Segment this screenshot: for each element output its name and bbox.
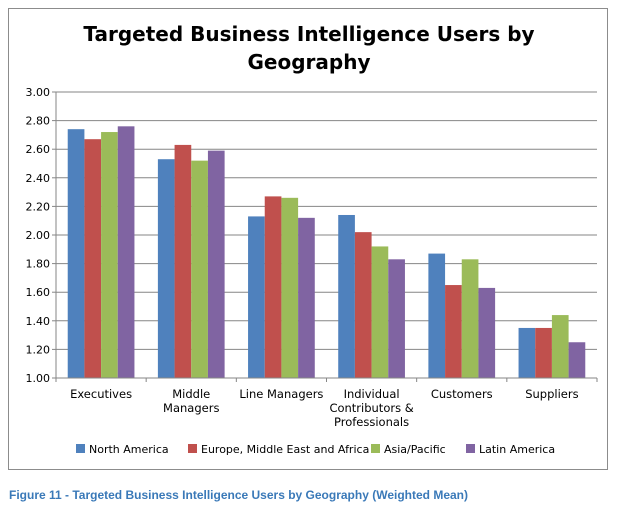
legend-swatch bbox=[466, 444, 475, 453]
x-category-label: Contributors & bbox=[329, 401, 413, 415]
y-tick-label: 1.20 bbox=[26, 343, 51, 356]
legend-swatch bbox=[371, 444, 380, 453]
bar bbox=[207, 150, 225, 378]
bar bbox=[298, 217, 315, 378]
figure-caption: Figure 11 - Targeted Business Intelligen… bbox=[9, 488, 468, 502]
chart-title-line: Targeted Business Intelligence Users by bbox=[83, 22, 534, 46]
chart-frame: Targeted Business Intelligence Users by G… bbox=[8, 8, 608, 470]
bar bbox=[551, 315, 569, 378]
y-tick-label: 1.40 bbox=[26, 315, 51, 328]
x-category-label: Individual bbox=[344, 387, 400, 401]
bar bbox=[461, 259, 479, 378]
y-tick-label: 2.40 bbox=[26, 172, 51, 185]
y-tick-label: 2.20 bbox=[26, 200, 51, 213]
y-tick-label: 1.60 bbox=[26, 286, 51, 299]
x-category-label: Professionals bbox=[334, 415, 409, 429]
y-tick-label: 3.00 bbox=[26, 86, 51, 99]
bar bbox=[518, 327, 536, 378]
bar bbox=[338, 214, 355, 378]
legend-swatch bbox=[188, 444, 197, 453]
legend-swatch bbox=[76, 444, 85, 453]
legend-label: Latin America bbox=[479, 443, 555, 456]
x-category-label: Customers bbox=[431, 387, 493, 401]
x-category-label: Line Managers bbox=[239, 387, 323, 401]
bar bbox=[67, 129, 85, 378]
x-category-label: Executives bbox=[70, 387, 132, 401]
bar bbox=[354, 232, 372, 378]
legend: North America Europe, Middle East and Afr… bbox=[76, 443, 555, 456]
y-tick-label: 1.80 bbox=[26, 258, 51, 271]
bar bbox=[264, 196, 282, 378]
bar bbox=[568, 342, 586, 378]
bar bbox=[445, 285, 462, 378]
x-category-label: Suppliers bbox=[525, 387, 578, 401]
bars bbox=[67, 126, 586, 378]
legend-label: Asia/Pacific bbox=[384, 443, 446, 456]
bar bbox=[428, 253, 446, 378]
bar bbox=[101, 132, 118, 378]
bar bbox=[535, 327, 552, 378]
bar-chart: Targeted Business Intelligence Users by G… bbox=[26, 22, 598, 456]
y-axis-ticks: 1.00 1.20 1.40 1.60 1.80 2.00 2.20 2.40 2.60 2.80… bbox=[26, 86, 51, 385]
y-tick-label: 2.80 bbox=[26, 115, 51, 128]
bar bbox=[174, 144, 192, 378]
bar bbox=[191, 160, 208, 378]
bar bbox=[388, 259, 405, 378]
x-category-label: Managers bbox=[163, 401, 219, 415]
y-tick-label: 1.00 bbox=[26, 372, 51, 385]
bar bbox=[371, 246, 389, 378]
y-tick-label: 2.60 bbox=[26, 143, 51, 156]
legend-label: Europe, Middle East and Africa bbox=[201, 443, 369, 456]
bar bbox=[478, 287, 496, 378]
bar bbox=[117, 126, 135, 378]
x-category-label: Middle bbox=[172, 387, 210, 401]
legend-label: North America bbox=[89, 443, 169, 456]
bar bbox=[157, 159, 175, 378]
axes bbox=[55, 92, 598, 382]
gridlines bbox=[52, 91, 597, 379]
bar bbox=[84, 139, 102, 378]
y-tick-label: 2.00 bbox=[26, 229, 51, 242]
bar bbox=[248, 216, 265, 378]
bar bbox=[281, 197, 299, 378]
chart-title: Targeted Business Intelligence Users by G… bbox=[83, 22, 534, 74]
chart-title-line: Geography bbox=[248, 50, 371, 74]
